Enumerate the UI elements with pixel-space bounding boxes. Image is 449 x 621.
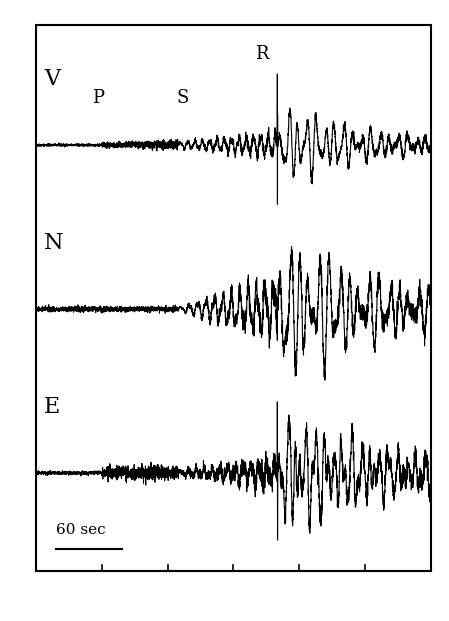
Text: P: P: [92, 89, 104, 107]
Text: V: V: [44, 68, 60, 91]
Text: R: R: [255, 45, 269, 63]
Text: S: S: [176, 89, 189, 107]
Text: N: N: [44, 232, 63, 255]
Text: 60 sec: 60 sec: [56, 524, 106, 537]
Text: E: E: [44, 396, 60, 419]
